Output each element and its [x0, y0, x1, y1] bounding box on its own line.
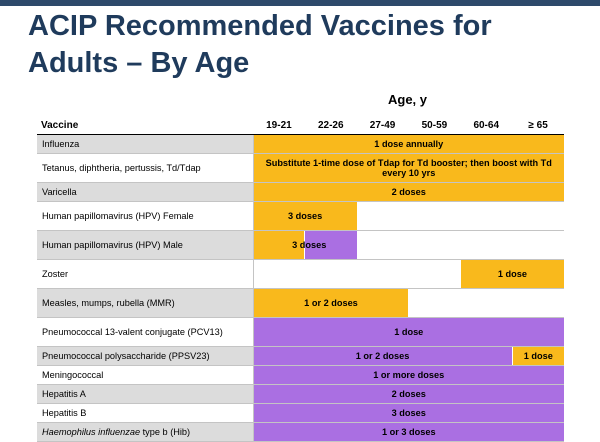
vaccine-name: Influenza	[37, 134, 254, 154]
vaccine-name: Tetanus, diphtheria, pertussis, Td/Tdap	[37, 153, 254, 183]
table-row: Pneumococcal 13-valent conjugate (PCV13)…	[37, 317, 564, 347]
age-header-65-plus: ≥ 65	[512, 116, 564, 135]
table-row: Hepatitis B 3 doses	[37, 403, 564, 423]
dose-bar-label: 3 doses	[292, 240, 327, 250]
age-axis-label: Age, y	[388, 92, 428, 107]
vaccine-name: Human papillomavirus (HPV) Male	[37, 230, 254, 260]
dose-bar: 3 doses	[252, 230, 326, 260]
vaccine-name: Human papillomavirus (HPV) Female	[37, 201, 254, 231]
table-row: Meningococcal 1 or more doses	[37, 365, 564, 385]
dose-bar: 1 dose	[459, 259, 564, 289]
age-header-22-26: 22-26	[304, 116, 357, 135]
table-row: Influenza 1 dose annually	[37, 134, 564, 154]
table-row: Zoster 1 dose	[37, 259, 564, 289]
dose-bar: 2 doses	[252, 384, 564, 404]
table-row: Varicella 2 doses	[37, 182, 564, 202]
dose-bar: 1 or 3 doses	[252, 422, 564, 442]
title-line-2: Adults – By Age	[28, 47, 250, 79]
vaccine-name: Measles, mumps, rubella (MMR)	[37, 288, 254, 318]
page-title: ACIP Recommended Vaccines for Adults – B…	[28, 8, 492, 82]
dose-bar: 2 doses	[252, 182, 564, 202]
vaccine-name: Meningococcal	[37, 365, 254, 385]
vaccine-name: Haemophilus influenzae type b (Hib)	[37, 422, 254, 442]
dose-bar: 3 doses	[252, 403, 564, 423]
top-accent-bar	[0, 0, 600, 6]
vaccine-name-italic: Haemophilus influenzae	[42, 427, 141, 437]
table-row: Tetanus, diphtheria, pertussis, Td/Tdap …	[37, 153, 564, 183]
age-header-27-49: 27-49	[356, 116, 409, 135]
vaccine-name: Hepatitis B	[37, 403, 254, 423]
empty-cell	[408, 288, 564, 318]
vaccine-name: Pneumococcal polysaccharide (PPSV23)	[37, 346, 254, 366]
empty-cell	[253, 259, 461, 289]
table-row: Human papillomavirus (HPV) Male 3 doses	[37, 230, 564, 260]
table-row: Human papillomavirus (HPV) Female 3 dose…	[37, 201, 564, 231]
vaccine-name: Hepatitis A	[37, 384, 254, 404]
title-line-1: ACIP Recommended Vaccines for	[28, 10, 492, 42]
table-row: Hepatitis A 2 doses	[37, 384, 564, 404]
dose-bar: 1 dose	[252, 317, 564, 347]
age-header-60-64: 60-64	[460, 116, 513, 135]
vaccine-name-rest: type b (Hib)	[140, 427, 191, 437]
vaccine-column-header: Vaccine	[37, 116, 253, 135]
header-row: Vaccine 19-21 22-26 27-49 50-59 60-64 ≥ …	[37, 116, 564, 135]
dose-bar: 3 doses	[252, 201, 357, 231]
vaccine-name: Zoster	[37, 259, 254, 289]
age-header-50-59: 50-59	[408, 116, 461, 135]
empty-cell	[356, 201, 564, 231]
table-row: Pneumococcal polysaccharide (PPSV23) 1 o…	[37, 346, 564, 366]
dose-bar: 1 dose annually	[252, 134, 564, 154]
dose-bar: Substitute 1-time dose of Tdap for Td bo…	[252, 153, 564, 183]
age-header-19-21: 19-21	[253, 116, 305, 135]
vaccine-name: Pneumococcal 13-valent conjugate (PCV13)	[37, 317, 254, 347]
dose-bar: 1 dose	[511, 346, 564, 366]
vaccine-schedule-table: Vaccine 19-21 22-26 27-49 50-59 60-64 ≥ …	[37, 116, 564, 442]
dose-bar: 1 or 2 doses	[252, 346, 513, 366]
dose-bar: 1 or 2 doses	[252, 288, 409, 318]
dose-bar-risk	[304, 230, 357, 260]
table-row: Measles, mumps, rubella (MMR) 1 or 2 dos…	[37, 288, 564, 318]
empty-cell	[356, 230, 564, 260]
table-row: Haemophilus influenzae type b (Hib) 1 or…	[37, 422, 564, 442]
dose-bar: 1 or more doses	[252, 365, 564, 385]
vaccine-name: Varicella	[37, 182, 254, 202]
